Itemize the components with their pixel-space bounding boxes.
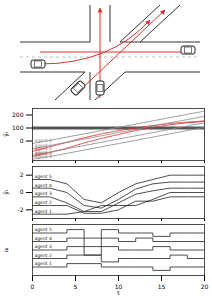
svg-text:agent 5: agent 5 [35,227,52,232]
svg-text:agent 1: agent 1 [35,261,52,266]
svg-text:agent 3: agent 3 [35,244,52,249]
svg-text:0: 0 [20,188,24,195]
svg-text:ŷᵢ: ŷᵢ [2,190,10,195]
svg-text:5: 5 [74,283,78,290]
svg-text:agent 3: agent 3 [35,191,52,196]
svg-text:10: 10 [114,282,123,290]
svg-text:2: 2 [20,171,24,178]
svg-text:200: 200 [12,111,24,118]
svg-text:agent 3: agent 3 [34,153,52,159]
svg-text:ỹᵢ: ỹᵢ [2,132,10,137]
svg-text:agent 4: agent 4 [35,236,52,241]
svg-text:20: 20 [201,283,209,290]
svg-text:0: 0 [31,283,35,290]
svg-text:agent 2: agent 2 [35,253,52,258]
svg-text:agent 6: agent 6 [35,138,52,143]
svg-text:15: 15 [158,283,166,290]
svg-text:agent 5: agent 5 [35,174,52,179]
svg-text:agent 4: agent 4 [35,183,52,188]
svg-text:100: 100 [12,124,24,131]
svg-text:t: t [117,289,120,296]
svg-text:0: 0 [20,137,24,144]
svg-text:agent 5: agent 5 [35,143,52,148]
svg-text:uᵢ: uᵢ [2,248,9,253]
svg-text:agent 4: agent 4 [35,150,52,155]
svg-text:agent 2: agent 2 [35,200,52,205]
svg-text:agent 1: agent 1 [35,209,52,214]
svg-text:-2: -2 [18,206,24,213]
